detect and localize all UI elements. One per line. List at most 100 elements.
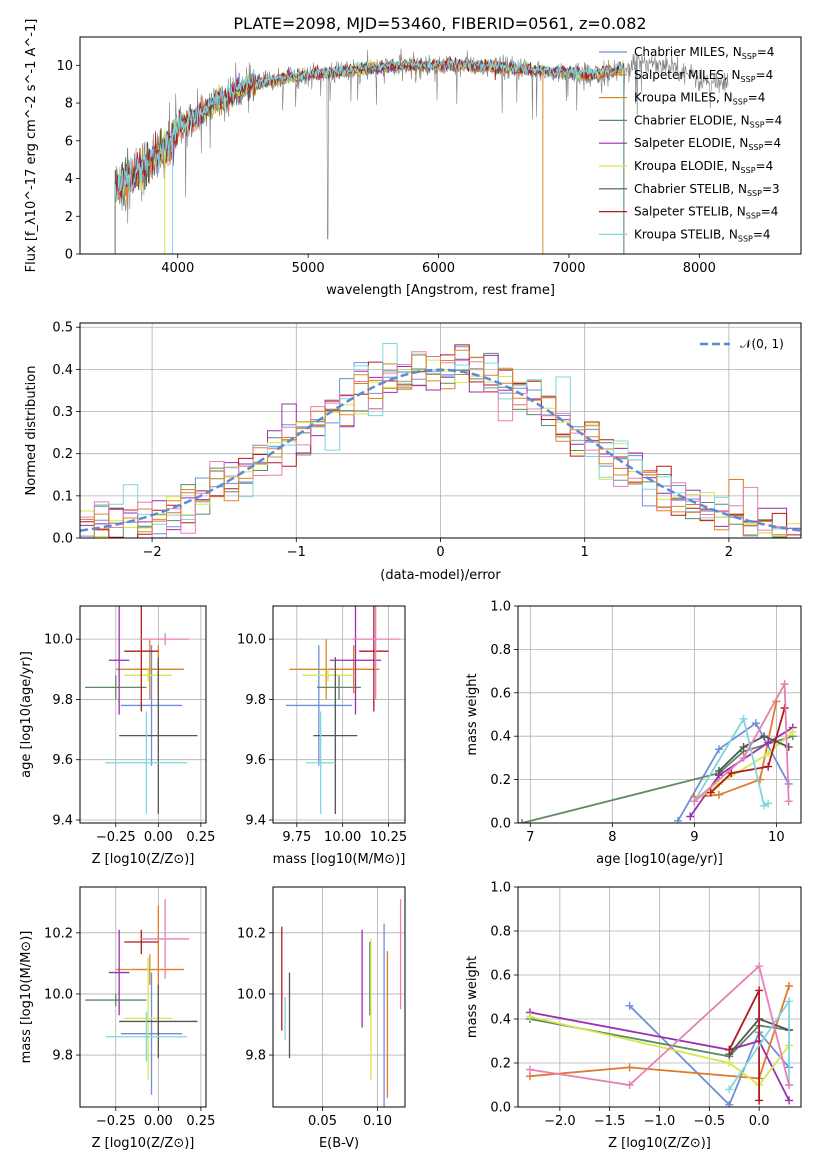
mass-weight-marker [625,1063,634,1072]
mass-weight-marker [739,753,748,762]
mass-weight-marker [673,816,682,823]
x-tick-label: −2.0 [544,1114,576,1129]
x-tick-label: −1 [287,545,306,560]
y-tick-label: 10.2 [44,926,73,941]
legend-label: Salpeter STELIB, N [634,205,746,219]
axes-frame [79,36,802,255]
legend-label: Kroupa STELIB, N [634,227,738,241]
y-tick-label: 10.0 [44,987,73,1002]
legend-entry: 𝒩(0, 1) [740,337,784,351]
y-tick-label: 9.8 [245,1049,266,1064]
figure-title: PLATE=2098, MJD=53460, FIBERID=0561, z=0… [233,14,646,33]
legend-label: Kroupa MILES, N [634,91,733,105]
y-tick-label: 0.4 [52,363,73,378]
mass-weight-marker [785,982,794,990]
mass-weight-marker [518,819,527,823]
mass-weight-marker [755,962,764,971]
legend-entry: Salpeter MILES, NSSP=4 [634,68,773,84]
y-axis-label: Normed distribution [24,366,39,496]
mass-weight-marker [525,1012,534,1021]
mass-weight-marker [714,790,723,799]
y-tick-label: 2 [65,210,73,225]
x-tick-label: 6000 [422,261,455,276]
mass-weight-marker [725,1100,734,1107]
mass-weight-marker [760,801,769,810]
axes-mass_weight_vs_age: 7 8 9 10 0.0 0.2 0.4 0.6 0.8 1.0 age [log10(age/yr… [465,600,802,867]
y-tick-label: 1.0 [490,881,511,896]
x-tick-label: −0.25 [96,1114,136,1129]
y-tick-label: 10.0 [44,633,73,648]
mass-weight-marker [725,1085,734,1094]
y-axis-label: mass weight [465,673,480,755]
y-tick-label: 9.4 [245,813,266,828]
mass-weight-marker [727,769,736,778]
y-tick-label: 9.6 [52,753,73,768]
legend-label: Salpeter MILES, N [634,68,741,82]
legend-sub: SSP [741,166,756,175]
x-tick-label: −2 [143,545,162,560]
x-tick-label: 0.0 [749,1114,770,1129]
histogram-series [80,344,801,538]
axes-frame [79,886,207,1108]
y-tick-label: 10.2 [237,926,266,941]
plot-area-mass_weight_vs_Z [525,962,794,1107]
mass-weight-marker [764,749,773,758]
x-tick-label: 4000 [161,261,194,276]
y-tick-label: 0.2 [490,773,511,788]
mass-weight-marker [751,719,760,728]
legend-label: Chabrier STELIB, N [634,182,747,196]
y-tick-label: 0.0 [490,817,511,832]
legend-tail: =3 [762,182,780,196]
legend-entry: Kroupa STELIB, NSSP=4 [634,227,771,243]
x-tick-label: −0.25 [96,830,136,845]
mass-weight-marker [714,766,723,775]
axes-mass_weight_vs_Z: −2.0 −1.5 −1.0 −0.5 0.0 0.0 0.2 0.4 0.6 0.8 1.0 Z [… [465,881,802,1151]
x-tick-label: 2 [725,545,733,560]
legend-entry: Salpeter ELODIE, NSSP=4 [634,136,781,152]
y-tick-label: 9.8 [52,693,73,708]
histogram-series [80,351,801,538]
x-tick-label: 9 [690,830,698,845]
grid-mass_vs_ebv [273,887,405,1107]
mass-weight-marker [706,788,715,797]
model-spectrum [114,55,625,254]
y-tick-label: 10.0 [237,987,266,1002]
axes-mass_vs_ebv: 0.05 0.10 9.8 10.0 10.2 E(B-V) [237,886,406,1151]
mass-weight-marker [764,762,773,771]
y-tick-label: 0.6 [490,969,511,984]
legend-tail: =4 [757,45,775,59]
mass-weight-marker [686,812,695,821]
y-tick-label: 0.2 [52,447,73,462]
mass-weight-marker [625,1081,634,1089]
mass-weight-marker [785,997,794,1006]
plot-area-age_vs_Z [85,606,198,814]
mass-weight-marker [755,1096,764,1105]
mass-weight-marker [725,1045,734,1054]
mass-weight-marker [785,1096,794,1105]
y-tick-label: 10.0 [237,633,266,648]
mass-weight-marker [625,1001,634,1010]
x-tick-label: 0.25 [186,830,215,845]
plot-area-age_vs_mass [285,606,400,814]
axes-frame [272,886,406,1108]
y-tick-label: 4 [65,172,73,187]
legend-entry: Salpeter STELIB, NSSP=4 [634,205,778,221]
mass-weight-series [529,1015,790,1087]
y-tick-label: 9.4 [52,813,73,828]
x-tick-label: 7000 [552,261,585,276]
legend-entry: Kroupa ELODIE, NSSP=4 [634,159,773,175]
mass-weight-marker [525,1065,534,1074]
grid-age_vs_mass [273,606,405,823]
axes-age_vs_Z: −0.25 0.00 0.25 9.4 9.6 9.8 10.0 Z [log10(Z/Z⊙)… [19,605,215,867]
x-tick-label: −1.0 [644,1114,676,1129]
mass-weight-marker [764,799,773,808]
mass-weight-marker [714,745,723,754]
model-spectrum [114,56,625,254]
legend-tail: =4 [756,159,774,173]
plot-area-mass_vs_ebv [281,899,402,1107]
x-axis-label: Z [log10(Z/Z⊙)] [92,1136,195,1151]
x-tick-label: 7 [526,830,534,845]
legend-tail: =4 [765,113,783,127]
x-tick-label: 0 [436,545,444,560]
